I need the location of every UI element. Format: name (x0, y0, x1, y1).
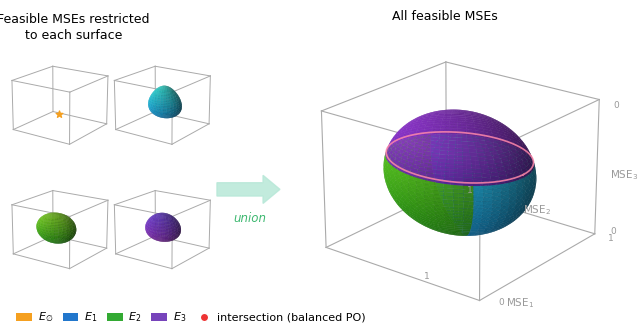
FancyArrow shape (217, 175, 280, 203)
Text: All feasible MSEs: All feasible MSEs (392, 10, 498, 23)
Text: union: union (234, 212, 266, 225)
Text: Feasible MSEs restricted
to each surface: Feasible MSEs restricted to each surface (0, 13, 150, 42)
Legend: $E_{\emptyset}$, $E_1$, $E_2$, $E_3$, intersection (balanced PO): $E_{\emptyset}$, $E_1$, $E_2$, $E_3$, in… (12, 306, 370, 329)
